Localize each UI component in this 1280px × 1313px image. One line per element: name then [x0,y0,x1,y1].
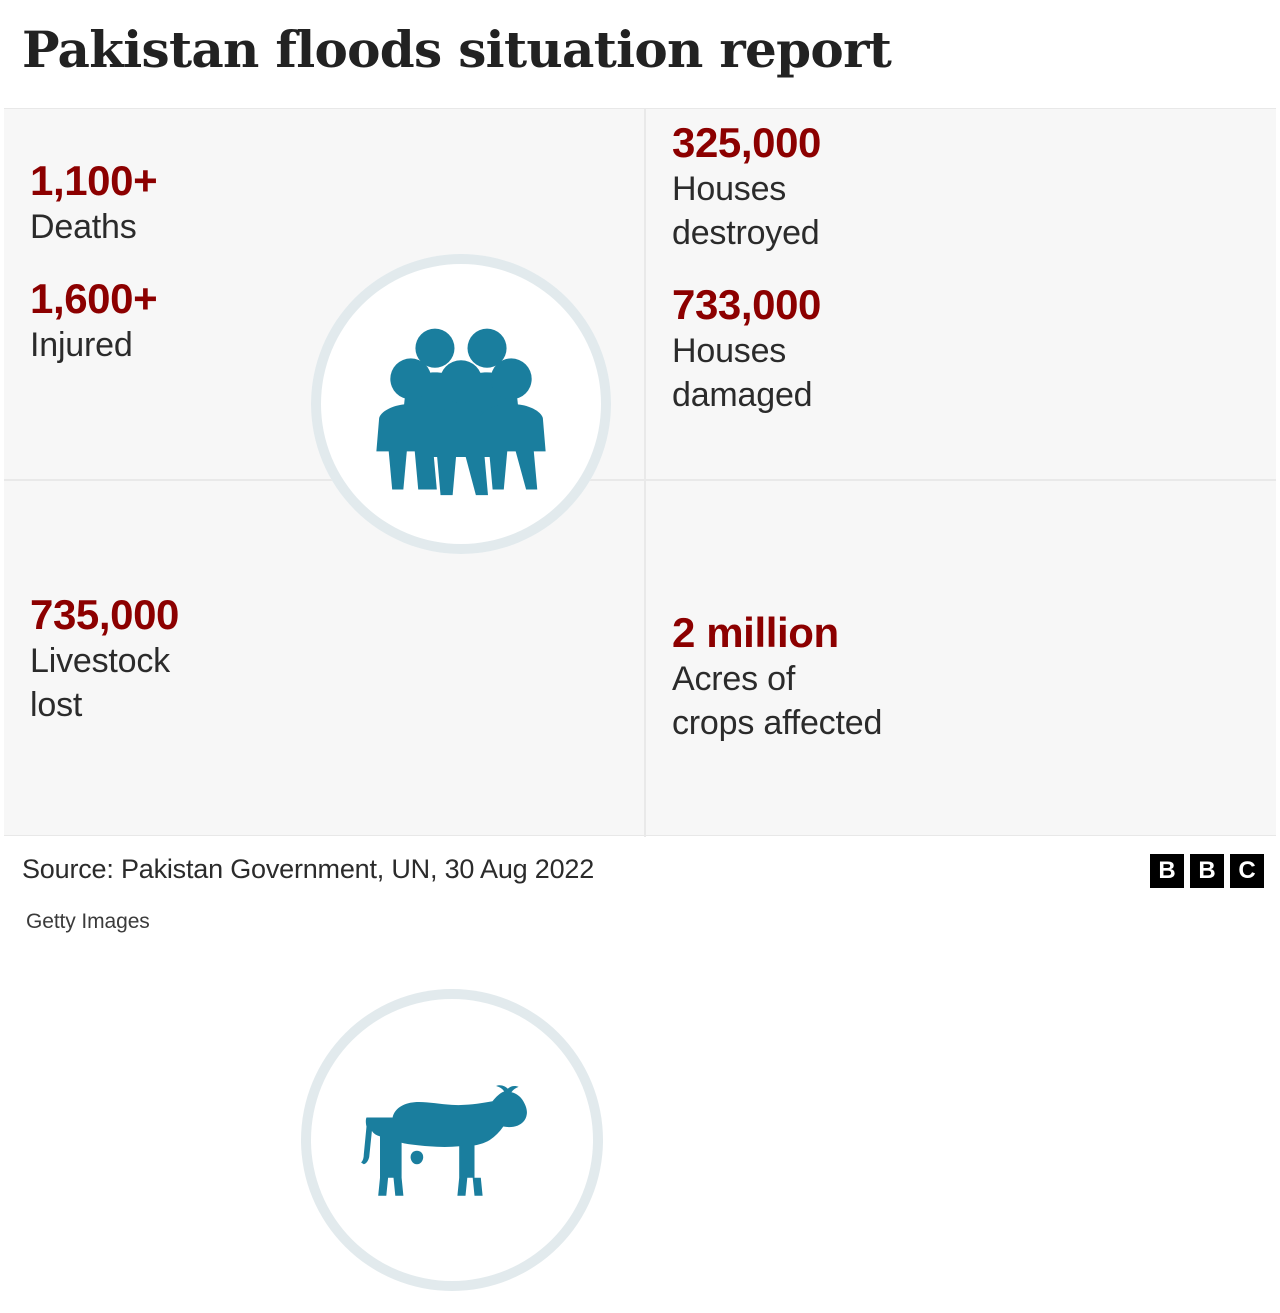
bbc-logo-letter: C [1230,854,1264,888]
stat-value: 1,100+ [30,157,158,204]
stat-label: Deaths [30,208,137,246]
stat-injured: 1,600+ Injured [30,275,300,367]
people-icon-circle [311,254,611,554]
stat-livestock-lost: 735,000 Livestock lost [30,591,310,727]
horizontal-divider [4,479,1276,481]
panel-houses-stats: 325,000 Houses destroyed 733,000 Houses da… [672,119,972,417]
stat-deaths: 1,100+ Deaths [30,157,300,249]
panel-people: 1,100+ Deaths 1,600+ Injured [4,109,644,554]
source-line: Source: Pakistan Government, UN, 30 Aug … [22,854,595,884]
cow-icon [301,989,603,1291]
panel-crops-stats: 2 million Acres of crops affected [672,609,972,745]
stat-value: 325,000 [672,119,822,166]
livestock-icon-circle [301,989,603,1291]
stat-crops-affected: 2 million Acres of crops affected [672,609,972,745]
stat-houses-damaged: 733,000 Houses damaged [672,281,972,417]
vertical-divider [644,109,646,837]
bbc-logo-letter: B [1190,854,1224,888]
bbc-logo-letter: B [1150,854,1184,888]
stat-value: 2 million [672,609,839,656]
infographic-page: Pakistan floods situation report 1,100+ … [4,20,1276,1291]
stat-label: Livestock lost [30,642,170,724]
stats-grid: 1,100+ Deaths 1,600+ Injured [4,108,1276,1291]
stat-value: 1,600+ [30,275,158,322]
stat-label: Houses destroyed [672,170,820,252]
page-title: Pakistan floods situation report [22,20,892,79]
stat-label: Houses damaged [672,332,813,414]
panel-crops: 2 million Acres of crops affected [646,481,1276,837]
panel-people-stats: 1,100+ Deaths 1,600+ Injured [30,157,300,367]
group-of-people-icon [311,254,611,554]
stat-houses-destroyed: 325,000 Houses destroyed [672,119,972,255]
stat-label: Acres of crops affected [672,660,883,742]
panel-livestock: 735,000 Livestock lost [4,481,644,1291]
panel-livestock-stats: 735,000 Livestock lost [30,591,310,727]
bbc-logo: B B C [1150,854,1264,888]
image-credit: Getty Images [26,910,150,933]
stat-value: 733,000 [672,281,822,328]
panel-houses: 325,000 Houses destroyed 733,000 Houses da… [646,109,1276,479]
stat-value: 735,000 [30,591,180,638]
stat-label: Injured [30,326,133,364]
